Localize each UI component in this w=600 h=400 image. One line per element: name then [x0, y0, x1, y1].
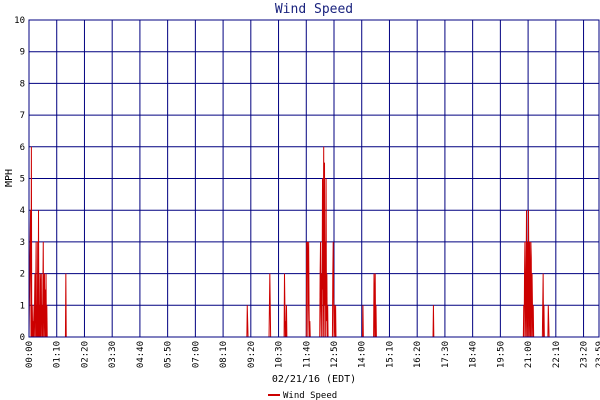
- x-tick-label: 17:30: [441, 341, 451, 368]
- x-tick-label: 00:00: [25, 341, 35, 368]
- x-axis-label: 02/21/16 (EDT): [272, 374, 356, 385]
- y-tick-label: 5: [20, 175, 25, 185]
- x-axis-ticks: 00:00 01:10 02:20 03:30 04:40 05:50 07:00 08:10…: [25, 341, 600, 368]
- x-tick-label: 11:40: [302, 341, 312, 368]
- x-tick-label: 01:10: [53, 341, 63, 368]
- x-tick-label: 15:10: [385, 341, 395, 368]
- x-tick-label: 12:50: [330, 341, 340, 368]
- y-tick-label: 7: [20, 111, 25, 121]
- y-tick-label: 1: [20, 301, 25, 311]
- x-tick-label: 07:00: [191, 341, 201, 368]
- x-tick-label: 14:00: [358, 341, 368, 368]
- y-tick-label: 0: [20, 333, 25, 343]
- y-tick-label: 8: [20, 79, 25, 89]
- y-tick-label: 10: [14, 16, 25, 26]
- y-tick-label: 4: [20, 206, 25, 216]
- x-tick-label: 18:40: [469, 341, 479, 368]
- y-tick-label: 2: [20, 270, 25, 280]
- plot-frame: [28, 19, 600, 338]
- y-tick-label: 9: [20, 48, 25, 58]
- x-tick-label: 23:20: [580, 341, 590, 368]
- y-tick-label: 6: [20, 143, 25, 153]
- chart-title: Wind Speed: [275, 2, 353, 17]
- x-tick-label: 02:20: [80, 341, 90, 368]
- x-tick-label: 04:40: [136, 341, 146, 368]
- y-axis-ticks: 0 1 2 3 4 5 6 7 8 9 10: [14, 16, 25, 343]
- grid: [28, 19, 600, 338]
- x-tick-label: 03:30: [108, 341, 118, 368]
- legend-label: Wind Speed: [283, 391, 337, 400]
- x-tick-label: 19:50: [496, 341, 506, 368]
- x-tick-label: 05:50: [164, 341, 174, 368]
- series-line-wind-speed: [28, 146, 599, 338]
- x-tick-label: 16:20: [413, 341, 423, 368]
- x-tick-label: 21:00: [524, 341, 534, 368]
- y-tick-label: 3: [20, 238, 25, 248]
- x-tick-label: 10:30: [275, 341, 285, 368]
- y-axis-label: MPH: [4, 169, 15, 187]
- legend: Wind Speed: [268, 391, 337, 400]
- series-layer: [28, 146, 599, 338]
- x-tick-label: 08:10: [219, 341, 229, 368]
- x-tick-label: 22:10: [552, 341, 562, 368]
- x-tick-label: 23:59: [595, 341, 600, 368]
- x-tick-label: 09:20: [247, 341, 257, 368]
